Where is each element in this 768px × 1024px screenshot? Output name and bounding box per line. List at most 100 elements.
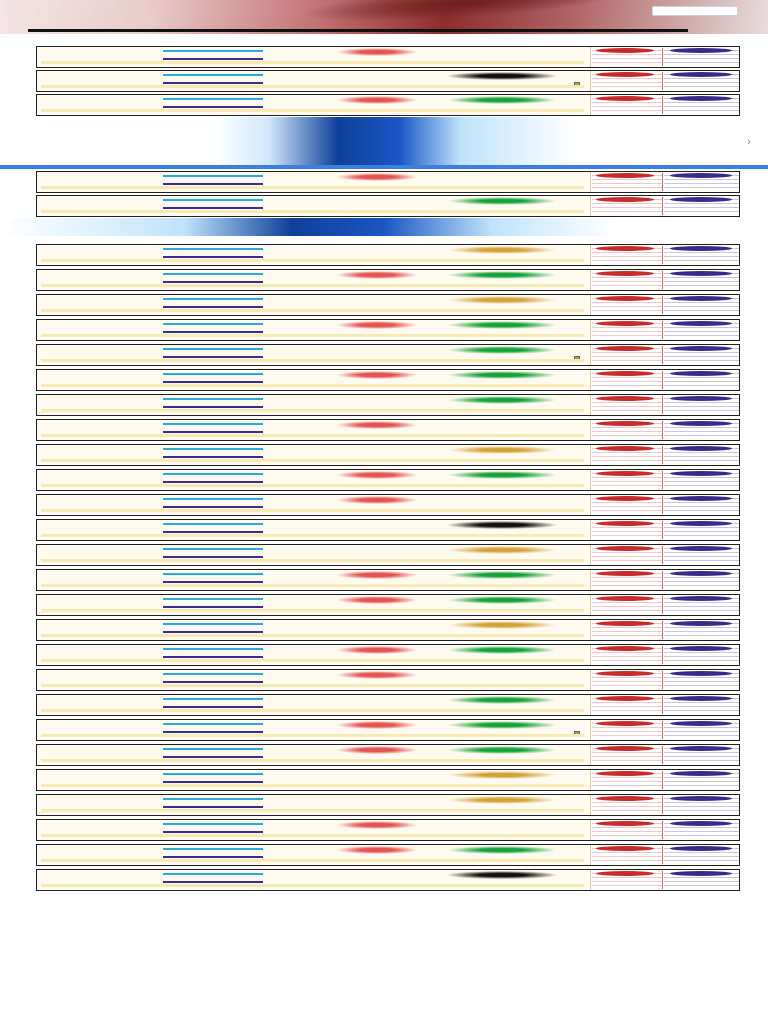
side-red-column [592, 271, 663, 289]
calendar-day-row[interactable] [36, 719, 740, 741]
calendar-day-row[interactable] [36, 819, 740, 841]
weekday-stripe [163, 623, 263, 633]
day-side-columns [592, 646, 739, 664]
side-blue-column [664, 821, 739, 839]
tithi-highlight [337, 846, 417, 854]
festival-highlight [447, 521, 557, 529]
calendar-day-row[interactable] [36, 244, 740, 266]
side-red-column [592, 846, 663, 864]
weekday-stripe [163, 248, 263, 258]
calendar-day-row[interactable] [36, 319, 740, 341]
calendar-day-row[interactable] [36, 444, 740, 466]
side-blue-column [664, 721, 739, 739]
weekday-stripe [163, 723, 263, 733]
calendar-day-row[interactable] [36, 519, 740, 541]
calendar-day-row[interactable] [36, 369, 740, 391]
day-main-cell [37, 745, 591, 765]
day-side-columns [592, 721, 739, 739]
calendar-day-row[interactable] [36, 794, 740, 816]
day-side-columns [592, 546, 739, 564]
calendar-day-row[interactable] [36, 419, 740, 441]
calendar-day-row[interactable] [36, 694, 740, 716]
calendar-day-row[interactable] [36, 171, 740, 193]
day-notes [53, 855, 573, 861]
side-red-column [592, 671, 663, 689]
day-main-cell [37, 670, 591, 690]
calendar-day-row[interactable] [36, 544, 740, 566]
calendar-day-row[interactable] [36, 844, 740, 866]
day-main-cell [37, 595, 591, 615]
side-blue-column [664, 48, 739, 66]
calendar-day-row[interactable] [36, 469, 740, 491]
day-notes [53, 580, 573, 586]
calendar-day-row[interactable] [36, 94, 740, 116]
side-red-column [592, 821, 663, 839]
ad-subtitle[interactable] [52, 144, 452, 160]
footer-link[interactable] [257, 1016, 547, 1021]
side-red-column [592, 72, 663, 90]
calendar-day-row[interactable] [36, 644, 740, 666]
day-main-cell [37, 370, 591, 390]
day-side-columns [592, 421, 739, 439]
festival-highlight [447, 571, 557, 579]
day-notes [53, 555, 573, 561]
day-notes [53, 755, 573, 761]
day-side-columns [592, 771, 739, 789]
day-side-columns [592, 671, 739, 689]
calendar-day-row[interactable] [36, 195, 740, 217]
info-icon[interactable] [574, 356, 580, 362]
side-blue-column [664, 246, 739, 264]
ad-banner-strip[interactable] [0, 218, 768, 236]
day-side-columns [592, 271, 739, 289]
calendar-day-row[interactable] [36, 869, 740, 891]
calendar-day-row[interactable] [36, 269, 740, 291]
day-notes [53, 280, 573, 286]
tithi-highlight [337, 371, 417, 379]
festival-highlight [447, 621, 557, 629]
ad-arrow-icon[interactable]: › [746, 135, 752, 148]
calendar-day-row[interactable] [36, 70, 740, 92]
day-main-cell [37, 520, 591, 540]
day-main-cell [37, 620, 591, 640]
site-title[interactable] [30, 4, 630, 24]
calendar-day-row[interactable] [36, 494, 740, 516]
ad-title[interactable] [52, 125, 612, 143]
tithi-highlight [337, 746, 417, 754]
day-main-cell [37, 196, 591, 216]
calendar-day-row[interactable] [36, 769, 740, 791]
day-main-cell [37, 770, 591, 790]
weekday-stripe [163, 773, 263, 783]
weekday-stripe [163, 423, 263, 433]
tithi-highlight [337, 596, 417, 604]
festival-highlight [447, 197, 557, 205]
calendar-day-row[interactable] [36, 569, 740, 591]
info-icon[interactable] [574, 731, 580, 737]
search-input[interactable] [652, 6, 738, 16]
weekday-stripe [163, 548, 263, 558]
side-blue-column [664, 696, 739, 714]
day-side-columns [592, 871, 739, 889]
info-icon[interactable] [574, 82, 580, 88]
calendar-day-row[interactable] [36, 46, 740, 68]
weekday-stripe [163, 748, 263, 758]
day-side-columns [592, 596, 739, 614]
side-blue-column [664, 471, 739, 489]
calendar-day-row[interactable] [36, 744, 740, 766]
calendar-day-row[interactable] [36, 394, 740, 416]
side-red-column [592, 646, 663, 664]
ad-banner[interactable]: › [0, 117, 768, 169]
side-red-column [592, 296, 663, 314]
side-blue-column [664, 396, 739, 414]
day-main-cell [37, 395, 591, 415]
side-blue-column [664, 771, 739, 789]
calendar-day-row[interactable] [36, 619, 740, 641]
calendar-day-row[interactable] [36, 594, 740, 616]
weekday-stripe [163, 798, 263, 808]
calendar-day-row[interactable] [36, 294, 740, 316]
festival-highlight [447, 696, 557, 704]
calendar-day-row[interactable] [36, 344, 740, 366]
calendar-day-row[interactable] [36, 669, 740, 691]
side-red-column [592, 96, 663, 114]
day-side-columns [592, 521, 739, 539]
weekday-stripe [163, 523, 263, 533]
